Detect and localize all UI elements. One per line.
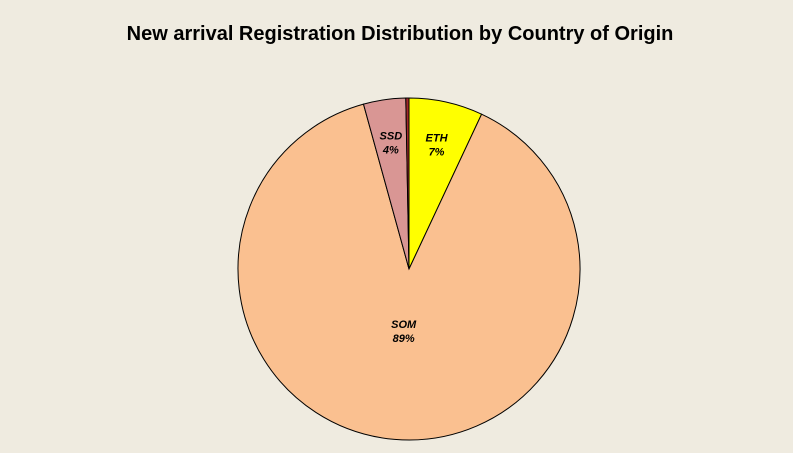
slice-label: SOM: [391, 319, 417, 331]
chart-title: New arrival Registration Distribution by…: [126, 23, 674, 45]
pie-slice: [405, 97, 410, 270]
slice-value-label: 89%: [393, 333, 415, 345]
slice-label: ETH: [426, 132, 449, 144]
slice-label: SSD: [380, 131, 403, 143]
pie-slice: [237, 103, 581, 441]
slice-value-label: 4%: [382, 145, 399, 157]
slice-value-label: 7%: [429, 146, 445, 158]
